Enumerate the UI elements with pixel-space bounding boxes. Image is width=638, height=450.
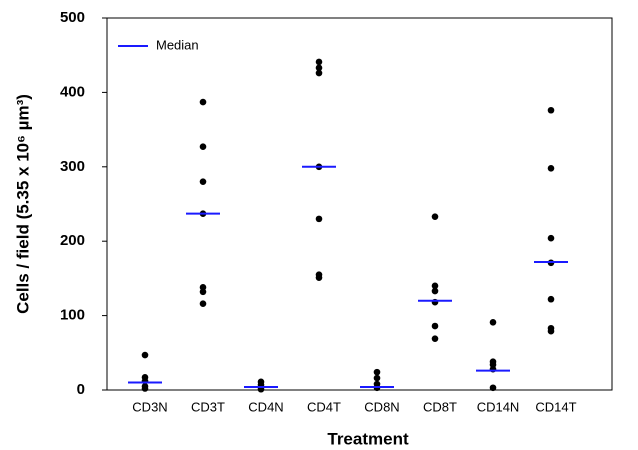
data-point — [373, 374, 381, 382]
data-point — [199, 98, 207, 106]
data-point — [431, 322, 439, 330]
data-point — [141, 385, 149, 392]
y-tick-label: 300 — [60, 158, 85, 175]
data-point — [315, 215, 323, 223]
data-point — [315, 58, 323, 66]
data-point — [547, 234, 555, 242]
y-tick-label: 500 — [60, 9, 85, 26]
x-tick-label: CD14T — [535, 399, 576, 414]
data-point — [199, 300, 207, 307]
y-tick-label: 400 — [60, 83, 85, 100]
legend-label: Median — [156, 37, 199, 52]
data-point — [199, 288, 207, 296]
y-tick-label: 0 — [77, 381, 85, 398]
x-tick-label: CD4T — [307, 399, 341, 414]
data-point — [141, 351, 149, 359]
data-point — [547, 106, 555, 114]
x-tick-label: CD3T — [191, 399, 225, 414]
data-point — [547, 327, 555, 335]
y-axis-title: Cells / field (5.35 x 10⁶ µm³) — [13, 94, 32, 314]
data-point — [315, 274, 323, 281]
y-tick-label: 200 — [60, 232, 85, 249]
data-point — [431, 287, 439, 295]
data-point — [199, 178, 207, 185]
x-tick-label: CD3N — [132, 399, 167, 414]
x-tick-label: CD4N — [248, 399, 283, 414]
x-axis-title: Treatment — [327, 429, 409, 448]
plot-frame — [106, 17, 613, 391]
data-point — [315, 69, 323, 77]
data-point — [431, 335, 439, 342]
data-point — [199, 143, 207, 151]
data-point — [547, 295, 555, 303]
y-tick-label: 100 — [60, 307, 85, 324]
x-tick-label: CD8T — [423, 399, 457, 414]
data-point — [431, 282, 439, 290]
data-point — [373, 368, 381, 376]
x-tick-label: CD8N — [364, 399, 399, 414]
data-point — [489, 384, 497, 392]
data-point — [315, 64, 323, 72]
data-point — [431, 213, 439, 220]
data-point — [547, 164, 555, 172]
data-point — [489, 318, 497, 326]
x-tick-label: CD14N — [477, 399, 520, 414]
